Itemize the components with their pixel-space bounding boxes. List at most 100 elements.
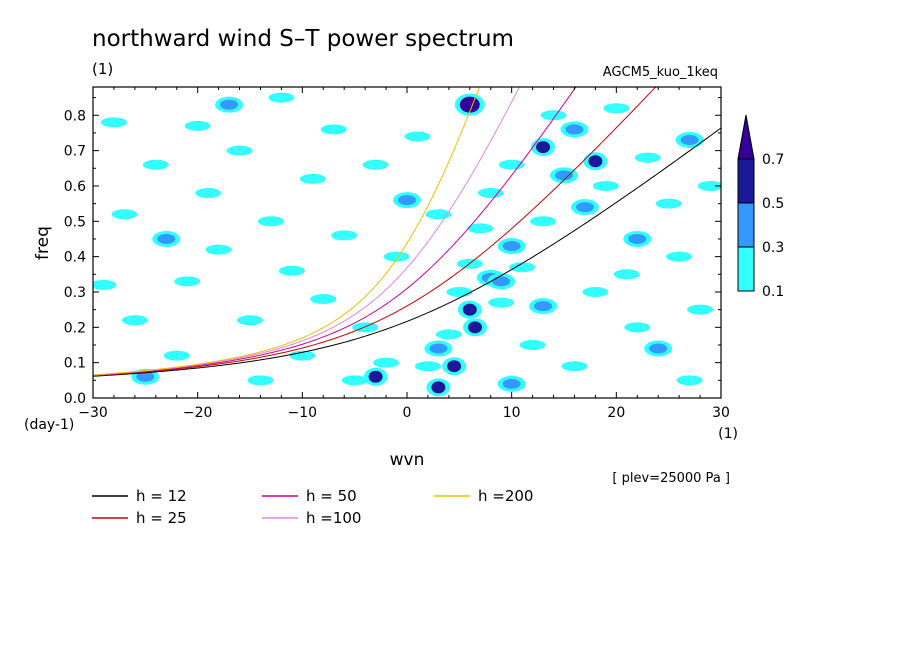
contour-blob [676,375,703,386]
contour-blob [136,371,155,382]
contour-blob [536,141,551,154]
x-unit-label: (1) [718,426,738,442]
dispersion-curve-1 [93,127,721,377]
contour-blob [534,301,553,312]
x-tick-label: −10 [288,405,318,421]
contour-blob [121,315,148,326]
x-tick-label: 10 [503,405,521,421]
contour-blob [613,269,640,280]
y-tick-label: 0.7 [64,144,86,160]
contour-blob [195,188,222,199]
colorbar-label: 0.7 [762,152,784,168]
y-tick-label: 0.4 [64,250,86,266]
contour-blob [655,198,682,209]
contour-blob [588,155,603,168]
contour-blob [93,279,117,290]
legend-label: h = 25 [136,509,187,527]
contour-blob [498,159,525,170]
contour-blob [157,233,176,244]
contour-blob [592,180,619,191]
contour-blob [624,322,651,333]
contour-blob [565,124,584,135]
colorbar-label: 0.1 [762,284,784,300]
contour-blob [509,262,536,273]
contour-blob [502,378,521,389]
y-unit-label: (day-1) [24,417,74,433]
contour-blob [184,120,211,131]
x-tick-label: 20 [607,405,625,421]
contour-blob [582,286,609,297]
contour-blob [628,233,647,244]
y-tick-label: 0.8 [64,108,86,124]
legend-label: h = 50 [306,487,357,505]
contour-blob [100,117,127,128]
colorbar-label: 0.3 [762,240,784,256]
contour-blob [310,294,337,305]
contour-blob [462,303,477,316]
contour-blob [268,92,295,103]
contour-blob [163,350,190,361]
contour-blob [502,241,521,252]
y-tick-label: 0.0 [64,391,86,407]
contour-blob [431,381,446,394]
contour-blob [341,375,368,386]
contour-blob [362,159,389,170]
y-tick-label: 0.3 [64,285,86,301]
contour-blob [561,361,588,372]
contour-blob [247,375,274,386]
contour-blob [429,343,448,354]
dispersion-curve-3 [93,87,577,376]
colorbar-segment [737,202,755,248]
contour-blob [383,251,410,262]
contour-blob [519,339,546,350]
contour-blob [278,265,305,276]
colorbar: 0.1 0.3 0.5 0.7 [737,114,784,300]
chart-subtitle-left: (1) [92,60,113,78]
contour-blob [331,230,358,241]
chart-title: northward wind S–T power spectrum [92,26,514,52]
contour-blob [398,195,416,206]
contour-blob [368,370,383,383]
contour-blob [414,361,441,372]
contour-blob [220,99,239,110]
contour-blob [435,329,462,340]
plev-annotation: [ plev=25000 Pa ] [612,471,730,486]
contour-blob [687,304,714,315]
contour-blob [468,321,483,334]
contour-blob [540,110,567,121]
contour-blob [320,124,347,135]
y-axis-label: freq [33,226,53,260]
x-tick-label: −30 [78,405,108,421]
contour-fill-layer [93,92,721,397]
axis-ticks: −30 −20 −10 0 10 20 30 0.0 0.1 0.2 0.3 0.4 0.5 0.6 0.7… [64,87,730,421]
contour-blob [530,216,557,227]
legend-label: h =100 [306,509,361,527]
y-tick-label: 0.5 [64,214,86,230]
contour-blob [111,209,138,220]
x-tick-label: −20 [183,405,213,421]
contour-blob [603,103,630,114]
contour-blob [680,135,699,146]
y-tick-label: 0.1 [64,356,86,372]
colorbar-label: 0.5 [762,196,784,212]
contour-blob [257,216,284,227]
contour-blob [289,350,316,361]
colorbar-arrow [737,114,755,160]
contour-blob [649,343,668,354]
colorbar-segment [737,246,755,292]
chart-subtitle-right: AGCM5_kuo_1keq [603,65,718,80]
contour-blob [446,286,473,297]
contour-blob [492,276,511,287]
legend-label: h = 12 [136,487,187,505]
legend-label: h =200 [478,487,533,505]
contour-blob [555,170,573,181]
contour-blob [459,96,480,113]
colorbar-segment [737,158,755,204]
x-tick-label: 0 [403,405,412,421]
dispersion-curve-5 [93,87,481,376]
dispersion-curve-layer [93,87,721,377]
contour-blob [373,357,400,368]
dispersion-curve-2 [93,87,657,377]
contour-blob [205,244,232,255]
